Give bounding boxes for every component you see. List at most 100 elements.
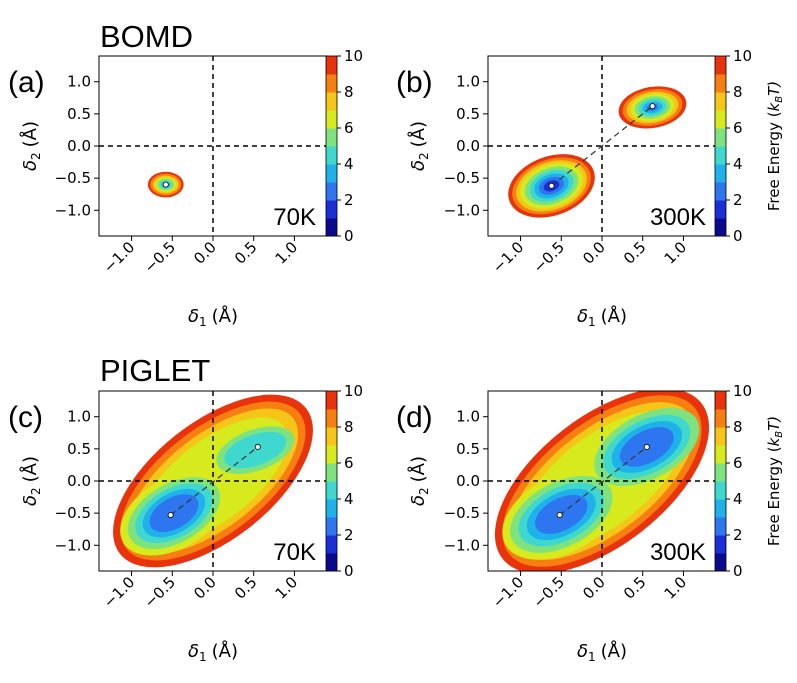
xtick-label-d-1: −0.5	[530, 573, 568, 611]
ylabel-sub-a: 2	[29, 152, 43, 160]
path-line-b	[551, 105, 653, 187]
xlabel-unit-a: (Å)	[212, 305, 238, 327]
ytick-label-c-1: 0.5	[67, 440, 91, 458]
colorbar-segment-d-2	[715, 517, 726, 536]
colorbar-label-T-d: T)	[765, 416, 783, 431]
colorbar-tick-label-b-3: 6	[733, 119, 743, 137]
xtick-label-a-3: 0.5	[231, 238, 261, 268]
xtick-label-a-2: 0.0	[190, 238, 220, 268]
xtick-label-c-2: 0.0	[190, 573, 220, 603]
ytick-label-d-4: −1.0	[444, 536, 480, 554]
ylabel-unit-c: (Å)	[19, 456, 41, 482]
colorbar-segment-d-4	[715, 481, 726, 500]
ytick-label-b-0: 1.0	[456, 73, 480, 91]
colorbar-segment-a-6	[326, 110, 337, 129]
colorbar-segment-a-5	[326, 128, 337, 147]
colorbar-segment-b-2	[715, 182, 726, 201]
xtick-label-d-3: 0.5	[620, 573, 650, 603]
ytick-label-c-3: −0.5	[55, 504, 91, 522]
section-label-bomd: BOMD	[100, 19, 193, 54]
colorbar-segment-a-0	[326, 218, 337, 237]
colorbar-segment-b-9	[715, 56, 726, 75]
colorbar-segment-a-1	[326, 200, 337, 219]
xtick-label-b-1: −0.5	[530, 238, 568, 276]
ylabel-symbol-d: δ	[408, 495, 429, 506]
xlabel-unit-d: (Å)	[601, 640, 627, 662]
colorbar-segment-d-6	[715, 445, 726, 464]
xtick-label-c-0: −1.0	[100, 573, 138, 611]
ylabel-sub-b: 2	[417, 152, 431, 160]
temperature-label-b: 300K	[650, 204, 706, 231]
xlabel-symbol-d: δ	[577, 641, 588, 662]
colorbar-tick-label-b-2: 4	[733, 155, 743, 173]
colorbar-label-main-b: Free Energy (	[765, 111, 783, 211]
xtick-label-d-4: 1.0	[661, 573, 691, 603]
xtick-label-b-4: 1.0	[661, 238, 691, 268]
colorbar-tick-label-c-5: 10	[344, 382, 363, 400]
ylabel-unit-a: (Å)	[19, 121, 41, 147]
colorbar-segment-a-2	[326, 182, 337, 201]
minimum-marker-a-0	[162, 181, 169, 188]
ytick-label-b-3: −0.5	[444, 169, 480, 187]
panel-a: (a) 70K −1.0 −0.5 0.0 0.5 1.01.00.50.0−0.5−1…	[8, 47, 363, 329]
colorbar-tick-label-d-0: 0	[733, 562, 743, 580]
colorbar-tick-label-d-4: 8	[733, 418, 743, 436]
ylabel-unit-b: (Å)	[407, 121, 429, 147]
xtick-label-a-0: −1.0	[100, 238, 138, 276]
xlabel-symbol-c: δ	[188, 641, 199, 662]
ylabel-symbol-c: δ	[20, 495, 41, 506]
colorbar-segment-c-9	[326, 391, 337, 410]
xtick-label-b-2: 0.0	[579, 238, 609, 268]
colorbar-segment-d-5	[715, 463, 726, 482]
colorbar-segment-b-6	[715, 110, 726, 129]
colorbar-tick-label-c-3: 6	[344, 454, 354, 472]
colorbar-segment-a-4	[326, 146, 337, 165]
xlabel-sub-c: 1	[199, 650, 207, 664]
colorbar-tick-label-c-4: 8	[344, 418, 354, 436]
xlabel-symbol-b: δ	[577, 306, 588, 327]
colorbar-segment-c-5	[326, 463, 337, 482]
ylabel-a: δ2 (Å)	[19, 121, 43, 171]
ytick-label-d-3: −0.5	[444, 504, 480, 522]
xtick-label-c-1: −0.5	[141, 573, 179, 611]
colorbar-tick-label-a-2: 4	[344, 155, 354, 173]
colorbar-tick-label-c-2: 4	[344, 490, 354, 508]
ytick-label-c-0: 1.0	[67, 408, 91, 426]
panel-letter-b: (b)	[396, 66, 433, 99]
colorbar-tick-label-c-0: 0	[344, 562, 354, 580]
colorbar-label-sub-b: B	[774, 96, 785, 103]
ytick-label-d-0: 1.0	[456, 408, 480, 426]
colorbar-segment-b-4	[715, 146, 726, 165]
colorbar-label-b: Free Energy (kBT)	[765, 81, 785, 211]
colorbar-segment-a-9	[326, 56, 337, 75]
ylabel-symbol-b: δ	[408, 160, 429, 171]
temperature-label-d: 300K	[650, 539, 706, 566]
guides-b	[488, 56, 716, 236]
ytick-label-d-2: 0.0	[456, 472, 480, 490]
colorbar-label-k-d: k	[765, 436, 783, 446]
colorbar-tick-label-a-0: 0	[344, 227, 354, 245]
ytick-label-b-2: 0.0	[456, 137, 480, 155]
colorbar-label-main-d: Free Energy (	[765, 446, 783, 546]
colorbar-tick-label-d-1: 2	[733, 526, 743, 544]
ytick-label-a-2: 0.0	[67, 137, 91, 155]
ytick-label-c-2: 0.0	[67, 472, 91, 490]
xlabel-b: δ1 (Å)	[577, 305, 627, 329]
colorbar-tick-label-a-5: 10	[344, 47, 363, 65]
xtick-label-c-3: 0.5	[231, 573, 261, 603]
ytick-label-c-4: −1.0	[55, 536, 91, 554]
xlabel-d: δ1 (Å)	[577, 640, 627, 664]
colorbar-tick-label-a-3: 6	[344, 119, 354, 137]
colorbar-d: 0 2 4 6 8 10	[714, 382, 752, 580]
colorbar-segment-b-0	[715, 218, 726, 237]
xlabel-a: δ1 (Å)	[188, 305, 238, 329]
minimum-marker-c-0	[167, 512, 174, 519]
xlabel-sub-a: 1	[199, 315, 207, 329]
xtick-label-c-4: 1.0	[272, 573, 302, 603]
ylabel-b: δ2 (Å)	[407, 121, 431, 171]
panel-b: (b) 300K −1.0 −0.5 0.0 0.5 1.01.00.50.0−0.5−…	[396, 47, 785, 329]
colorbar-segment-b-1	[715, 200, 726, 219]
ytick-label-a-0: 1.0	[67, 73, 91, 91]
colorbar-segment-c-1	[326, 535, 337, 554]
